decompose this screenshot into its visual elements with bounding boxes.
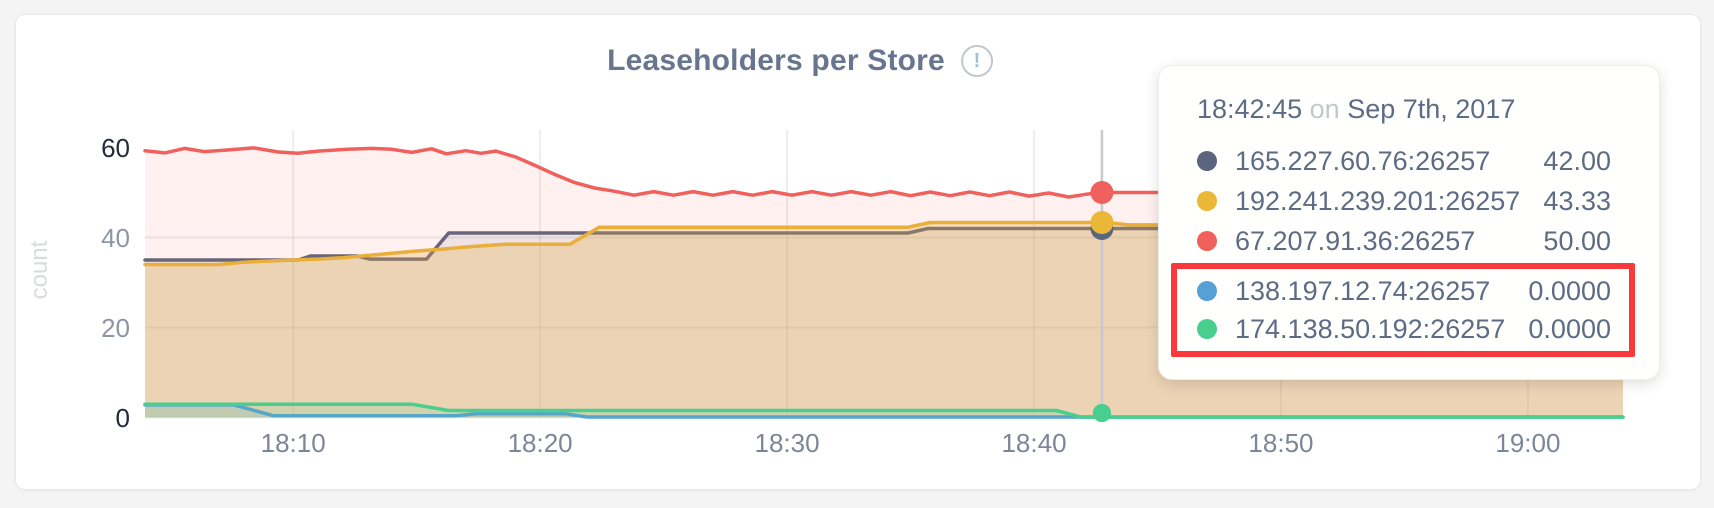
series-address-label: 174.138.50.192:26257 [1235, 313, 1506, 344]
series-address-label: 165.227.60.76:26257 [1235, 145, 1491, 176]
info-icon-glyph: ! [973, 50, 981, 72]
series-value: 42.00 [1543, 145, 1611, 176]
series-color-dot [1197, 231, 1217, 251]
series-color-dot [1197, 281, 1217, 301]
hover-dot-192.241.239.201:26257 [1090, 211, 1114, 235]
tooltip-row: 67.207.91.36:26257 50.00 [1197, 221, 1611, 261]
hover-tooltip: 18:42:45 on Sep 7th, 2017 165.227.60.76:… [1158, 65, 1660, 380]
hover-dot-174.138.50.192:26257 [1092, 404, 1111, 422]
series-line [143, 402, 1625, 419]
series-address-label: 192.241.239.201:26257 [1235, 185, 1521, 216]
hover-dot-67.207.91.36:26257 [1090, 181, 1114, 204]
tooltip-row: 174.138.50.192:26257 0.0000 [1197, 310, 1611, 348]
tooltip-row: 138.197.12.74:26257 0.0000 [1197, 272, 1611, 310]
tooltip-date: Sep 7th, 2017 [1347, 94, 1516, 124]
tooltip-separator: on [1309, 94, 1340, 124]
tooltip-row: 165.227.60.76:26257 42.00 [1197, 141, 1611, 181]
series-value: 0.0000 [1528, 313, 1611, 344]
series-color-dot [1197, 191, 1217, 211]
series-line [143, 403, 1625, 419]
annotation-highlight-box: 138.197.12.74:26257 0.0000 174.138.50.192:… [1171, 263, 1635, 357]
tooltip-row: 192.241.239.201:26257 43.33 [1197, 181, 1611, 221]
hover-dots [1090, 181, 1114, 422]
tooltip-time: 18:42:45 [1197, 94, 1303, 124]
chart-title: Leaseholders per Store [607, 44, 945, 77]
series-line [143, 146, 1625, 199]
series-value: 43.33 [1543, 185, 1611, 216]
series-174.138.50.192:26257 [143, 402, 1625, 419]
series-color-dot [1197, 319, 1217, 339]
series-address-label: 138.197.12.74:26257 [1235, 275, 1491, 306]
tooltip-timestamp: 18:42:45 on Sep 7th, 2017 [1197, 94, 1611, 125]
series-address-label: 67.207.91.36:26257 [1235, 225, 1476, 256]
series-138.197.12.74:26257 [143, 403, 1625, 419]
series-line [143, 220, 1625, 267]
tooltip-rows: 165.227.60.76:26257 42.00 192.241.239.201:… [1171, 141, 1635, 357]
info-icon[interactable]: ! [960, 45, 993, 77]
series-value: 50.00 [1543, 225, 1611, 256]
series-color-dot [1197, 151, 1217, 171]
series-value: 0.0000 [1528, 275, 1611, 306]
